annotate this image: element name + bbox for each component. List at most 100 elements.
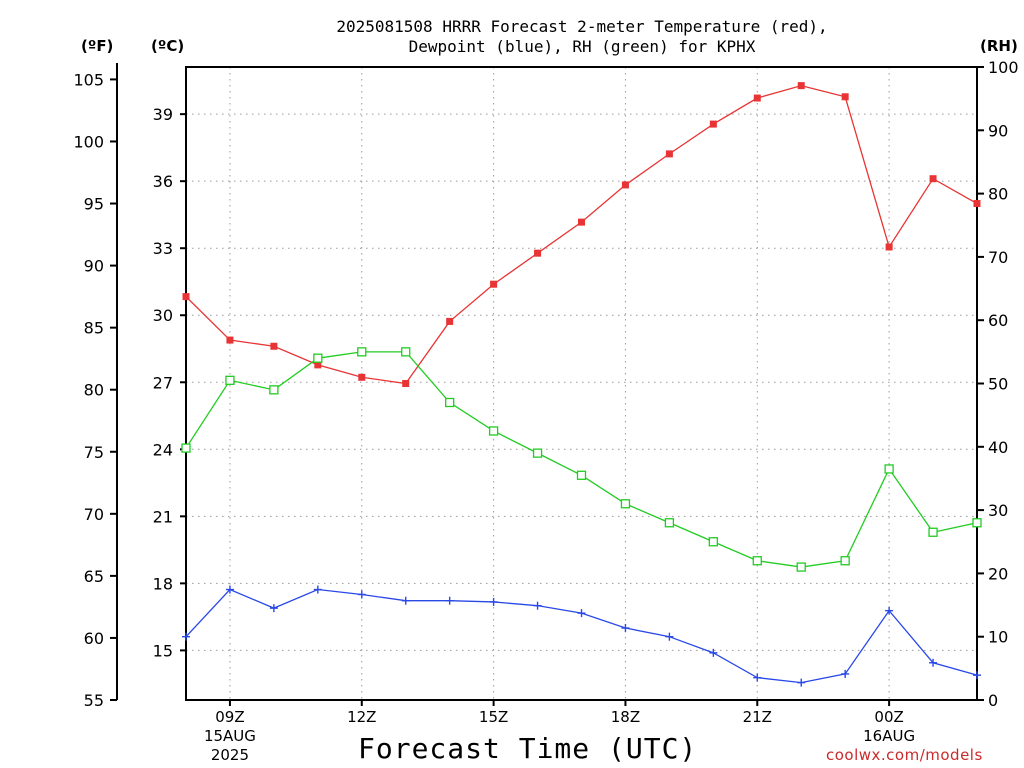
rh-point	[532, 448, 543, 458]
rh-point	[488, 426, 499, 436]
temperature-point	[578, 218, 585, 226]
rh-tick-label: 80	[988, 185, 1008, 204]
rh-point	[752, 556, 762, 566]
fahrenheit-tick-label: 75	[84, 443, 104, 462]
fahrenheit-unit-label: (ºF)	[81, 37, 114, 55]
rh-tick-label: 100	[988, 58, 1019, 77]
dewpoint-point	[489, 597, 498, 606]
temperature-point	[665, 150, 673, 158]
rh-unit-label: (RH)	[980, 37, 1018, 55]
dewpoint-point	[445, 596, 454, 605]
plot-frame	[185, 66, 978, 701]
dewpoint-point	[709, 648, 718, 657]
fahrenheit-tick-label: 60	[84, 629, 104, 648]
dewpoint-point	[797, 678, 806, 687]
celsius-tick-label: 18	[153, 574, 173, 593]
fahrenheit-tick-label: 90	[84, 257, 104, 276]
dewpoint-point	[621, 624, 630, 633]
temperature-point	[885, 243, 893, 251]
dewpoint-point	[665, 632, 674, 641]
x-tick-label: 18Z	[611, 708, 640, 726]
x-tick-label: 15Z	[479, 708, 508, 726]
site-credit: coolwx.com/models	[826, 746, 983, 764]
rh-point	[576, 470, 587, 480]
temperature-point	[402, 380, 410, 387]
rh-tick-label: 0	[988, 691, 998, 710]
celsius-tick-label: 33	[153, 239, 173, 258]
dewpoint-point	[885, 606, 894, 615]
rh-point	[401, 347, 411, 357]
x-tick-date-label: 16AUG	[863, 727, 915, 745]
temperature-point	[709, 120, 717, 128]
temperature-point	[753, 94, 761, 102]
rh-point	[225, 375, 235, 385]
rh-tick-label: 90	[988, 121, 1008, 140]
celsius-tick-label: 30	[153, 306, 173, 325]
dewpoint-point	[182, 632, 190, 641]
temperature-point	[490, 280, 498, 288]
x-tick-label: 12Z	[347, 708, 376, 726]
rh-point	[620, 499, 631, 509]
rh-tick-label: 70	[988, 248, 1008, 267]
rh-point	[313, 353, 323, 363]
dewpoint-point	[401, 596, 410, 605]
celsius-tick-label: 27	[153, 373, 173, 392]
rh-point	[445, 397, 455, 408]
celsius-tick-label: 39	[153, 105, 173, 124]
dewpoint-point	[577, 609, 586, 618]
rh-tick-label: 40	[988, 438, 1008, 457]
temperature-point	[841, 93, 849, 101]
temperature-point	[797, 82, 805, 90]
rh-tick-label: 10	[988, 628, 1008, 647]
rh-series-line	[185, 351, 978, 568]
dewpoint-point	[269, 604, 278, 613]
temperature-point	[534, 249, 542, 257]
dewpoint-point	[753, 673, 762, 682]
rh-tick-label: 50	[988, 375, 1008, 394]
temperature-point	[270, 342, 278, 350]
rh-point	[708, 537, 718, 547]
x-axis-title: Forecast Time (UTC)	[358, 732, 698, 765]
dewpoint-point	[973, 671, 981, 680]
rh-point	[664, 518, 675, 528]
dewpoint-series-line	[185, 588, 978, 684]
x-tick-year-label: 2025	[211, 746, 249, 764]
rh-point	[796, 562, 806, 572]
dewpoint-point	[929, 658, 938, 667]
dewpoint-point	[533, 601, 542, 610]
fahrenheit-tick-label: 85	[84, 319, 104, 338]
chart-title-line2: Dewpoint (blue), RH (green) for KPHX	[408, 37, 756, 56]
rh-point	[181, 443, 191, 453]
fahrenheit-tick-label: 65	[84, 567, 104, 586]
fahrenheit-tick-label: 55	[84, 691, 104, 710]
celsius-tick-label: 36	[153, 172, 173, 191]
rh-point	[269, 385, 279, 395]
dewpoint-point	[357, 590, 366, 599]
rh-point	[928, 527, 938, 537]
x-tick-date-label: 15AUG	[204, 727, 256, 745]
temperature-point	[358, 373, 366, 381]
x-tick-label: 00Z	[874, 708, 903, 726]
dewpoint-point	[313, 585, 322, 594]
chart-title-line1: 2025081508 HRRR Forecast 2-meter Tempera…	[336, 17, 828, 36]
rh-tick-label: 30	[988, 501, 1008, 520]
temperature-point	[621, 181, 629, 189]
rh-point	[972, 518, 982, 528]
rh-point	[357, 347, 367, 357]
temperature-point	[314, 361, 322, 369]
celsius-tick-label: 21	[153, 507, 173, 526]
fahrenheit-tick-label: 95	[84, 195, 104, 214]
fahrenheit-tick-label: 70	[84, 505, 104, 524]
x-tick-label: 21Z	[743, 708, 772, 726]
celsius-tick-label: 15	[153, 641, 173, 660]
dewpoint-point	[225, 585, 234, 594]
rh-point	[884, 464, 894, 474]
celsius-tick-label: 24	[153, 440, 173, 459]
fahrenheit-tick-label: 105	[73, 70, 104, 89]
temperature-point	[446, 317, 454, 325]
temperature-point	[226, 336, 234, 344]
rh-point	[840, 556, 850, 566]
temperature-point	[973, 200, 981, 208]
fahrenheit-tick-label: 100	[73, 132, 104, 151]
